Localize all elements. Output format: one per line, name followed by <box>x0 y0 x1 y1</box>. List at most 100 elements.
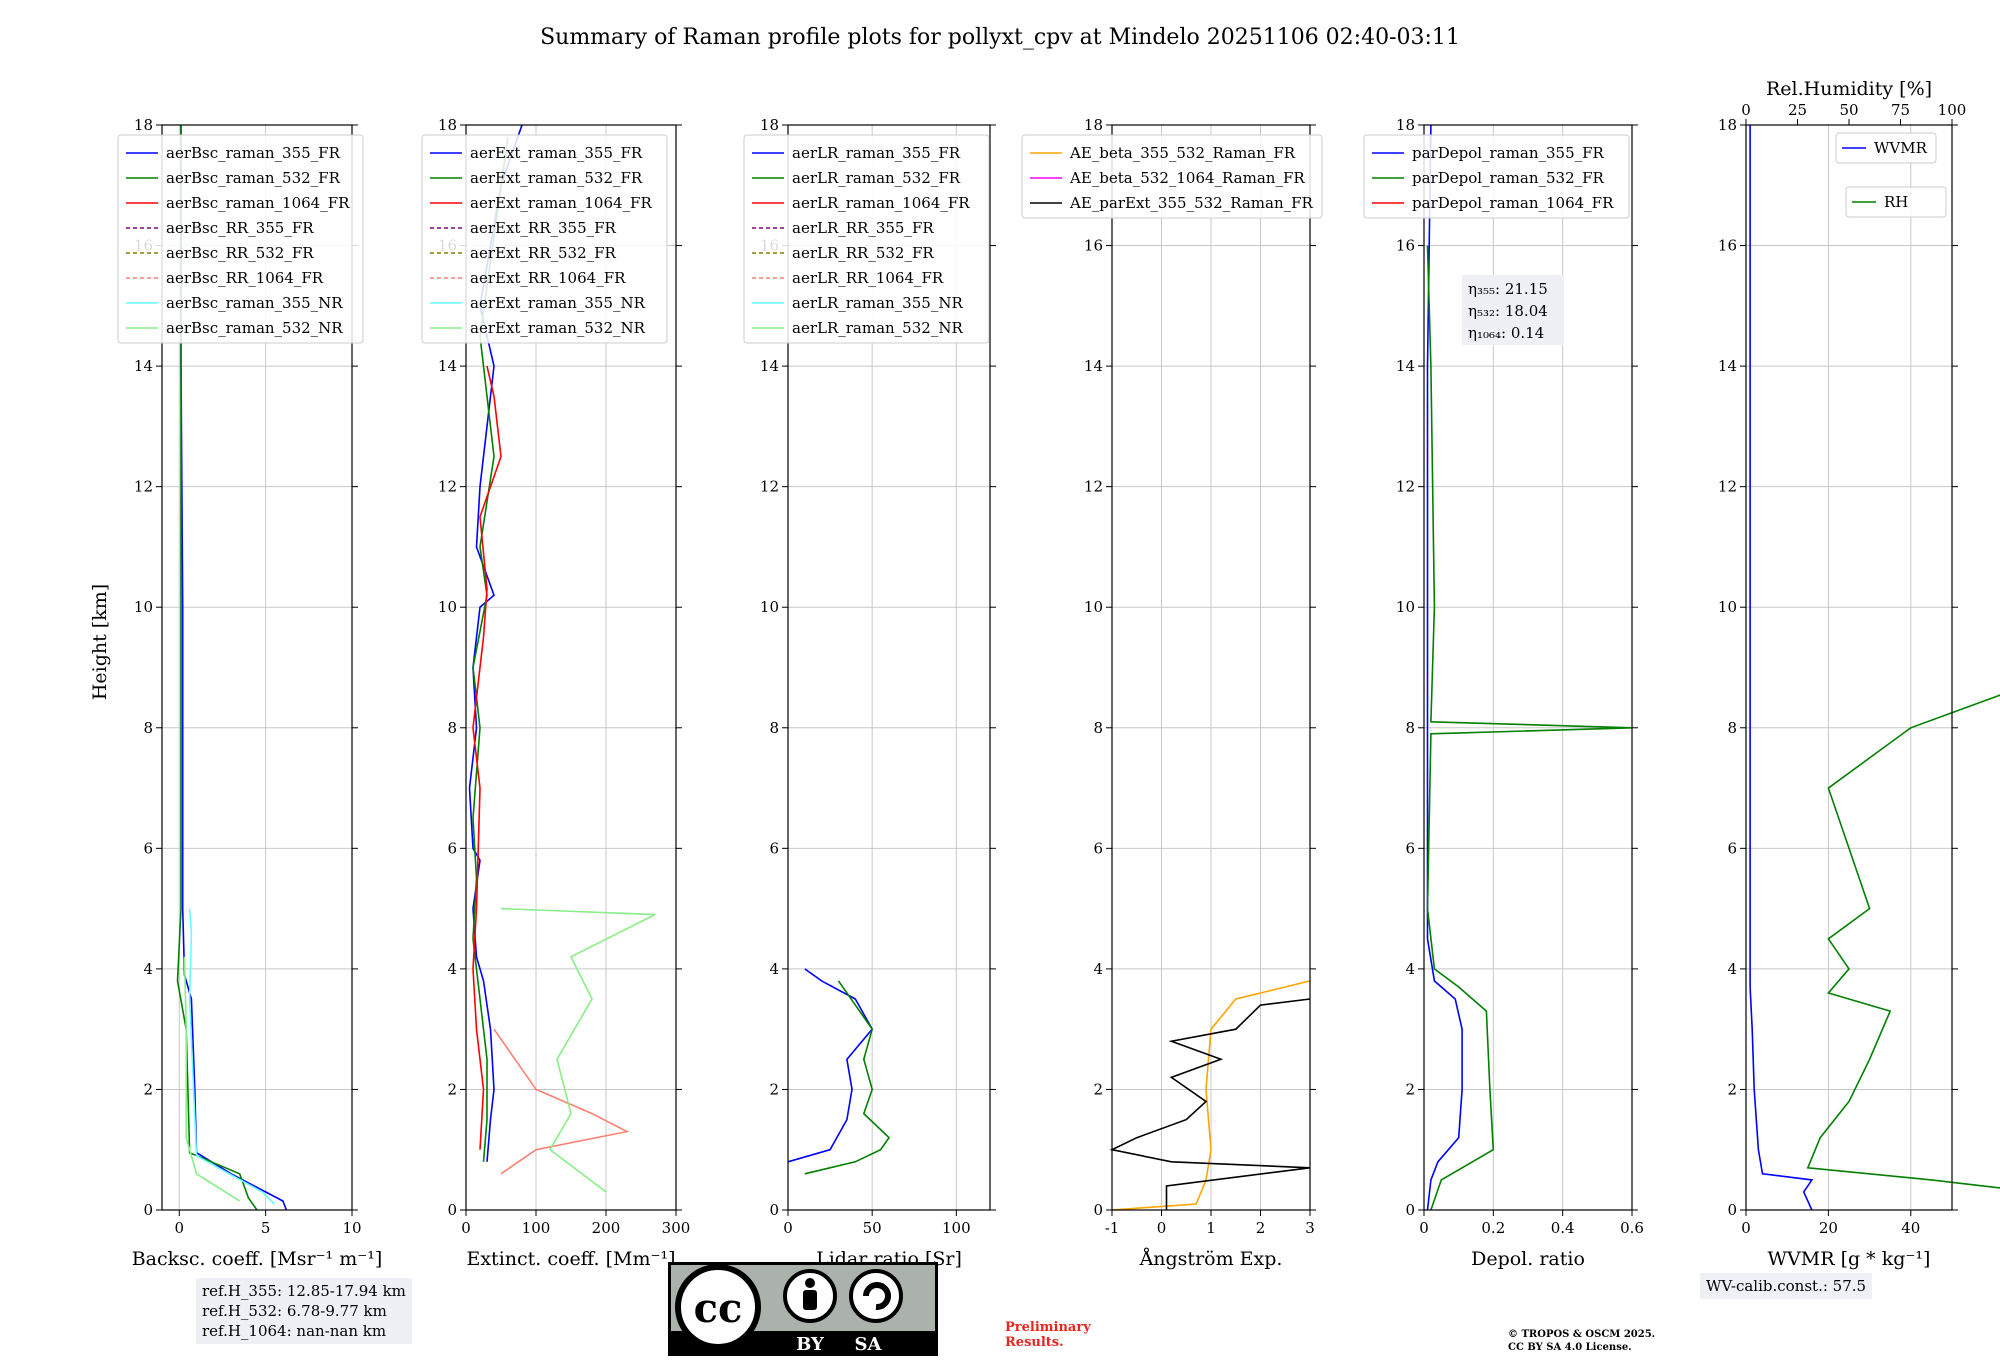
cc-by-sa-badge: cc BY SA <box>668 1262 938 1356</box>
ytick-label: 18 <box>1396 116 1415 134</box>
legend-box <box>117 134 364 344</box>
axes-frame <box>161 124 353 1211</box>
chart-panel-dep: 0 2 4 6 8 10 12 14 16 18 0 0.2 0.4 0.6 Depol. ratio par… <box>1363 116 1644 1270</box>
reference-height-box: ref.H_355: 12.85-17.94 km ref.H_532: 6.7… <box>196 1278 412 1344</box>
legend-entry: aerBsc_raman_355_FR <box>166 144 341 162</box>
ytick-label: 14 <box>760 357 779 375</box>
legend-entry: aerExt_RR_532_FR <box>470 244 617 262</box>
ytick-label: 2 <box>1405 1080 1415 1098</box>
x-axis-label: Depol. ratio <box>1471 1248 1585 1270</box>
ytick-label: 14 <box>1718 357 1737 375</box>
top-xtick-label: 50 <box>1839 101 1858 119</box>
ytick-label: 12 <box>1718 478 1737 496</box>
ytick-label: 0 <box>1093 1201 1103 1219</box>
x-axis-label: Extinct. coeff. [Mm⁻¹] <box>466 1248 675 1270</box>
legend-box <box>1363 134 1630 219</box>
ytick-label: 10 <box>1396 598 1415 616</box>
ytick-label: 18 <box>134 116 153 134</box>
ytick-label: 8 <box>1093 719 1103 737</box>
xtick-label: 0 <box>1157 1219 1167 1237</box>
xtick-label: 1 <box>1206 1219 1216 1237</box>
xtick-label: -1 <box>1105 1219 1120 1237</box>
by-body-icon <box>803 1290 817 1310</box>
xtick-label: 300 <box>662 1219 691 1237</box>
legend-entry: aerLR_RR_355_FR <box>792 219 934 237</box>
legend-entry: aerBsc_raman_532_FR <box>166 169 341 187</box>
ytick-label: 4 <box>1727 960 1737 978</box>
by-label: BY <box>796 1334 825 1355</box>
ytick-label: 6 <box>769 839 779 857</box>
ytick-label: 6 <box>1405 839 1415 857</box>
legend-entry: aerLR_RR_532_FR <box>792 244 934 262</box>
ytick-label: 0 <box>769 1201 779 1219</box>
ytick-label: 0 <box>447 1201 457 1219</box>
ytick-label: 4 <box>143 960 153 978</box>
annotation-line: η₅₃₂: 18.04 <box>1468 302 1548 320</box>
legend-entry: parDepol_raman_1064_FR <box>1412 194 1614 212</box>
ytick-label: 8 <box>769 719 779 737</box>
legend-box <box>421 134 668 344</box>
xtick-label: 3 <box>1305 1219 1315 1237</box>
ytick-label: 14 <box>1084 357 1103 375</box>
ytick-label: 2 <box>1093 1080 1103 1098</box>
ytick-label: 0 <box>1405 1201 1415 1219</box>
legend-entry: parDepol_raman_355_FR <box>1412 144 1605 162</box>
legend-entry: AE_beta_532_1064_Raman_FR <box>1069 169 1305 187</box>
series-bsc-3 <box>183 956 241 1202</box>
legend-box <box>1021 134 1323 219</box>
ytick-label: 4 <box>1093 960 1103 978</box>
cc-glyph-icon: cc <box>694 1285 743 1332</box>
legend-box <box>1835 132 1937 164</box>
xtick-label: 50 <box>863 1219 882 1237</box>
legend-entry: aerLR_RR_1064_FR <box>792 269 944 287</box>
series-wv-1 <box>1806 694 2000 1189</box>
ytick-label: 14 <box>134 357 153 375</box>
xtick-label: 0.4 <box>1551 1219 1575 1237</box>
ytick-label: 10 <box>1718 598 1737 616</box>
ytick-label: 2 <box>769 1080 779 1098</box>
series-dep-1 <box>1426 245 1633 1211</box>
legend-entry: aerExt_raman_532_FR <box>470 169 643 187</box>
top-xtick-label: 25 <box>1788 101 1807 119</box>
chart-panel-ext: 0246810121416180100200300Extinct. coeff.… <box>421 116 691 1270</box>
ref-height-1064: ref.H_1064: nan-nan km <box>202 1322 387 1340</box>
ytick-label: 4 <box>447 960 457 978</box>
y-axis-label: Height [km] <box>89 584 111 700</box>
legend-entry: aerExt_RR_1064_FR <box>470 269 626 287</box>
x-axis-label: Ångström Exp. <box>1139 1248 1283 1270</box>
ytick-label: 16 <box>1396 237 1415 255</box>
ytick-label: 10 <box>438 598 457 616</box>
xtick-label: 5 <box>261 1219 271 1237</box>
xtick-label: 0 <box>461 1219 471 1237</box>
legend-entry: aerExt_raman_532_NR <box>470 319 646 337</box>
ytick-label: 12 <box>438 478 457 496</box>
by-head-icon <box>805 1278 815 1288</box>
annotation-line: η₁₀₆₄: 0.14 <box>1468 324 1544 342</box>
xtick-label: 100 <box>522 1219 551 1237</box>
legend-box <box>1845 186 1947 218</box>
ytick-label: 12 <box>760 478 779 496</box>
annotation-box <box>1462 275 1564 345</box>
ref-height-532: ref.H_532: 6.78-9.77 km <box>202 1302 387 1320</box>
xtick-label: 0 <box>1741 1219 1751 1237</box>
wv-calibration-box: WV-calib.const.: 57.5 <box>1700 1273 1873 1299</box>
xtick-label: 10 <box>342 1219 361 1237</box>
ytick-label: 8 <box>447 719 457 737</box>
ytick-label: 14 <box>1396 357 1415 375</box>
ytick-label: 8 <box>1727 719 1737 737</box>
legend-entry: parDepol_raman_532_FR <box>1412 169 1605 187</box>
ytick-label: 18 <box>1718 116 1737 134</box>
top-xtick-label: 75 <box>1891 101 1910 119</box>
ytick-label: 12 <box>1084 478 1103 496</box>
legend-entry: aerLR_raman_532_NR <box>792 319 963 337</box>
x-axis-label: WVMR [g * kg⁻¹] <box>1768 1248 1931 1270</box>
series-ext-4 <box>500 907 656 1193</box>
preliminary-line-2: Results. <box>1005 1335 1064 1350</box>
legend-box <box>743 134 990 344</box>
series-lr-1 <box>804 980 891 1175</box>
xtick-label: 20 <box>1819 1219 1838 1237</box>
legend-entry: aerLR_raman_355_FR <box>792 144 961 162</box>
legend-entry: AE_parExt_355_532_Raman_FR <box>1069 194 1314 212</box>
